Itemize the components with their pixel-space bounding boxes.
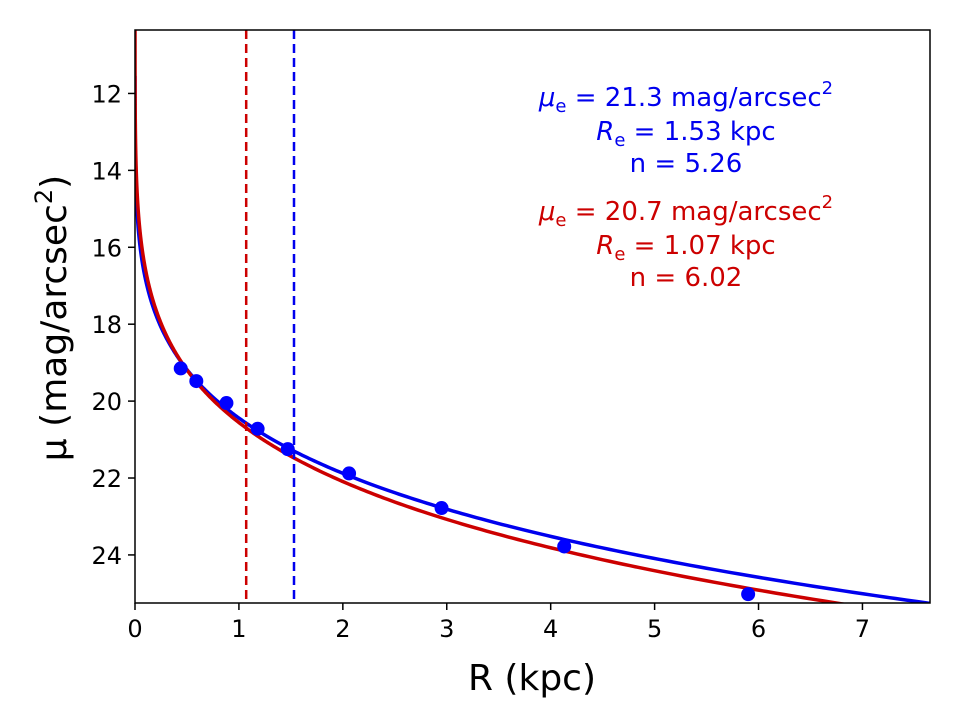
red-re-sub: e [614, 244, 625, 265]
x-tick-label: 1 [231, 615, 246, 643]
data-point [219, 396, 234, 411]
y-tick-label: 14 [91, 157, 122, 185]
x-tick-label: 3 [439, 615, 454, 643]
x-tick-label: 6 [751, 615, 766, 643]
data-point [250, 421, 265, 436]
x-tick-label: 2 [335, 615, 350, 643]
x-tick-label: 5 [647, 615, 662, 643]
y-tick-label: 16 [91, 234, 122, 262]
x-tick-label: 4 [543, 615, 558, 643]
y-tick-label: 12 [91, 80, 122, 108]
y-axis-label-main: μ (mag/arcsec [34, 204, 75, 461]
data-point [280, 442, 295, 457]
blue-fit-annotation: μe = 21.3 mag/arcsec2 Re = 1.53 kpc n = … [538, 78, 833, 179]
blue-mu-symbol: μ [538, 83, 556, 113]
red-mu-symbol: μ [538, 197, 556, 227]
y-axis-label-sup: 2 [30, 189, 58, 204]
red-fit-annotation: μe = 20.7 mag/arcsec2 Re = 1.07 kpc n = … [538, 192, 833, 293]
y-tick-label: 22 [91, 465, 122, 493]
blue-re-value: = 1.53 kpc [625, 117, 775, 147]
y-axis-label-end: ) [34, 175, 75, 189]
red-mu-label: μe = 20.7 mag/arcsec2 [538, 192, 833, 231]
blue-re-label: Re = 1.53 kpc [596, 117, 775, 151]
blue-mu-label: μe = 21.3 mag/arcsec2 [538, 78, 833, 117]
red-mu-sub: e [555, 210, 566, 231]
plot-frame [134, 29, 931, 604]
y-tick-label: 20 [91, 388, 122, 416]
blue-re-sub: e [614, 130, 625, 151]
data-point [434, 501, 449, 516]
data-point [173, 361, 188, 376]
x-tick-label: 7 [855, 615, 870, 643]
red-re-label: Re = 1.07 kpc [596, 231, 775, 265]
y-tick-label: 24 [91, 542, 122, 570]
red-mu-sup: 2 [822, 192, 833, 213]
blue-mu-sup: 2 [822, 78, 833, 99]
data-point [557, 539, 572, 554]
y-axis-label: μ (mag/arcsec2) [30, 175, 75, 461]
blue-mu-sub: e [555, 96, 566, 117]
red-re-symbol: R [596, 231, 614, 261]
x-tick-label: 0 [127, 615, 142, 643]
data-point [342, 466, 357, 481]
blue-n-label: n = 5.26 [630, 149, 743, 179]
data-point [741, 587, 756, 602]
red-re-value: = 1.07 kpc [625, 231, 775, 261]
red-mu-value: = 20.7 mag/arcsec [566, 197, 821, 227]
blue-mu-value: = 21.3 mag/arcsec [566, 83, 821, 113]
data-point [189, 374, 204, 389]
y-tick-label: 18 [91, 311, 122, 339]
red-n-label: n = 6.02 [630, 263, 743, 293]
x-axis-label: R (kpc) [468, 658, 596, 699]
blue-re-symbol: R [596, 117, 614, 147]
